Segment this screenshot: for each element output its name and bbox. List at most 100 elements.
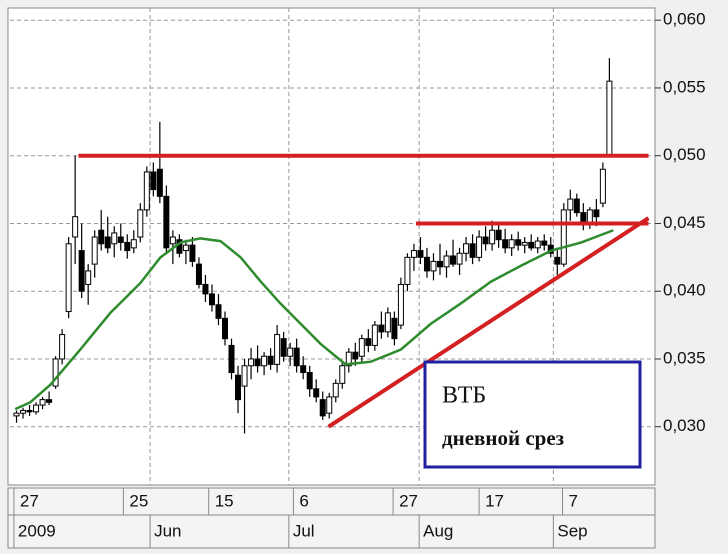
candle-body: [319, 399, 326, 417]
x-axis-area: [7, 487, 656, 549]
candle-body: [228, 344, 235, 374]
y-tick-label: 0,060: [663, 10, 706, 29]
marks: [10, 8, 655, 485]
candle-body: [306, 372, 313, 390]
annotation-box: [423, 360, 642, 469]
annotation-subtitle: дневной срез: [442, 426, 564, 450]
month-label: Sep: [557, 521, 587, 540]
candle-body: [554, 256, 561, 265]
annotation-title: ВТБ: [442, 383, 486, 409]
y-tick-label: 0,040: [663, 281, 706, 300]
candle-body: [195, 263, 202, 285]
candle-body: [33, 404, 40, 413]
candle-body: [222, 317, 228, 340]
candle-body: [313, 388, 320, 398]
candle-body: [98, 229, 105, 245]
candle-body: [182, 244, 189, 252]
candle-body: [20, 409, 27, 414]
candle-body: [287, 347, 294, 357]
candle-body: [326, 396, 333, 414]
candle-body: [85, 270, 92, 285]
candle-body: [417, 250, 424, 258]
candle-body: [586, 209, 593, 224]
candle-body: [404, 256, 411, 285]
candle-body: [365, 338, 372, 346]
candle-body: [202, 283, 209, 295]
candle-body: [46, 399, 53, 403]
moving-average: [14, 229, 614, 411]
candle-body: [91, 236, 98, 265]
candle-body: [593, 209, 600, 218]
y-tick-label: 0,050: [663, 145, 706, 164]
month-label: Jul: [293, 521, 315, 540]
candle-body: [189, 244, 196, 262]
candle-body: [150, 171, 157, 191]
candle-body: [280, 338, 287, 357]
candle-body: [300, 365, 307, 374]
candle-body: [534, 240, 541, 249]
candle-body: [463, 243, 470, 254]
candle-body: [65, 243, 72, 313]
candle-body: [124, 241, 131, 252]
candle-body: [78, 250, 85, 292]
candle-body: [567, 198, 574, 211]
candle-body: [508, 239, 515, 249]
candle-body: [208, 293, 215, 306]
candle-body: [489, 229, 496, 245]
month-label: Jun: [154, 521, 181, 540]
x-tick-label: 15: [215, 491, 234, 510]
candle-body: [437, 260, 443, 268]
candle-body: [293, 347, 300, 367]
y-tick-label: 0,035: [663, 348, 706, 367]
candle-body: [241, 365, 248, 387]
x-tick-label: 6: [299, 491, 308, 510]
x-tick-label: 17: [485, 491, 504, 510]
candle-body: [599, 168, 606, 204]
candle-body: [410, 250, 417, 258]
candle-body: [169, 236, 176, 245]
candle-body: [371, 324, 378, 346]
candle-body: [521, 241, 528, 246]
candle-body: [423, 256, 430, 272]
candle-body: [391, 317, 398, 340]
candle-body: [469, 243, 476, 258]
candle-body: [476, 236, 483, 258]
candle-body: [430, 260, 437, 272]
candle-body: [443, 255, 450, 268]
candle-body: [130, 239, 137, 249]
candle-body: [332, 382, 339, 398]
candle-body: [358, 338, 365, 357]
candle-body: [156, 168, 163, 197]
candle-body: [254, 358, 261, 367]
candle-body: [528, 241, 535, 249]
x-tick-label: 27: [20, 491, 39, 510]
candle-body: [541, 240, 548, 246]
candle-body: [248, 358, 255, 367]
trend-line: [327, 216, 650, 429]
month-label: Aug: [423, 521, 453, 540]
candle-body: [267, 355, 274, 365]
month-label: 2009: [18, 521, 56, 540]
candle-body: [59, 334, 66, 360]
candle-body: [456, 252, 463, 265]
candle-body: [573, 198, 580, 214]
candle-body: [450, 255, 457, 265]
candle-body: [339, 365, 346, 384]
candle-body: [163, 195, 170, 249]
candle-body: [378, 324, 385, 333]
candle-body: [39, 399, 46, 406]
candle-body: [352, 351, 359, 360]
candle-body: [560, 209, 567, 265]
y-tick-label: 0,045: [663, 213, 706, 232]
candle-body: [482, 236, 489, 245]
candle-body: [274, 334, 281, 365]
candle-body: [397, 283, 404, 326]
candle-body: [104, 236, 111, 249]
candle-body: [606, 80, 613, 157]
candle-body: [345, 351, 352, 367]
candle-body: [515, 239, 522, 246]
candle-body: [502, 239, 509, 249]
x-tick-label: 25: [129, 491, 148, 510]
candle-body: [111, 232, 118, 245]
candle-body: [384, 312, 391, 333]
